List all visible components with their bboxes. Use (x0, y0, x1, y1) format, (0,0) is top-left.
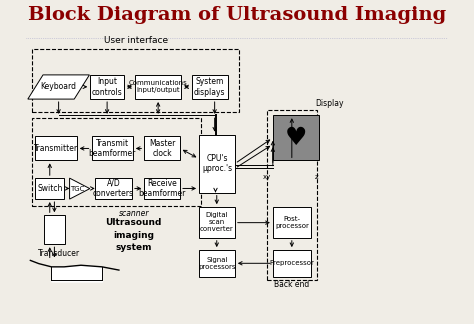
FancyBboxPatch shape (273, 250, 311, 276)
Text: Preprocessor: Preprocessor (269, 260, 314, 266)
FancyBboxPatch shape (192, 75, 228, 99)
Text: Back end: Back end (274, 280, 310, 289)
FancyBboxPatch shape (144, 136, 180, 160)
Text: Switch: Switch (37, 184, 63, 193)
Text: User interface: User interface (104, 36, 168, 45)
FancyBboxPatch shape (95, 178, 132, 199)
Text: Master
clock: Master clock (149, 139, 175, 158)
Text: Digital
scan
converter: Digital scan converter (200, 213, 234, 233)
FancyBboxPatch shape (36, 178, 64, 199)
Text: System
displays: System displays (194, 77, 226, 97)
FancyBboxPatch shape (36, 136, 77, 160)
FancyBboxPatch shape (199, 134, 235, 193)
Text: z: z (314, 174, 318, 179)
Text: A/D
converters: A/D converters (93, 179, 134, 198)
Text: Ultrasound
imaging
system: Ultrasound imaging system (106, 218, 162, 252)
Text: Block Diagram of Ultrasound Imaging: Block Diagram of Ultrasound Imaging (28, 6, 446, 24)
Text: Transmitter: Transmitter (34, 144, 78, 153)
FancyBboxPatch shape (273, 115, 319, 160)
Text: Input
controls: Input controls (92, 77, 122, 97)
Text: CPU's
μproc.'s: CPU's μproc.'s (202, 154, 232, 173)
Polygon shape (28, 75, 90, 99)
Text: TGC: TGC (70, 186, 84, 191)
FancyBboxPatch shape (144, 178, 180, 199)
Text: Receive
beamformer: Receive beamformer (138, 179, 186, 198)
FancyBboxPatch shape (91, 136, 133, 160)
Text: Signal
processors: Signal processors (198, 257, 236, 270)
FancyBboxPatch shape (44, 215, 65, 244)
FancyBboxPatch shape (199, 207, 235, 238)
Text: xy: xy (263, 174, 272, 179)
FancyBboxPatch shape (90, 75, 124, 99)
Text: Display: Display (315, 99, 344, 108)
Text: Communications
input/output: Communications input/output (129, 80, 188, 94)
Text: Post-
processor: Post- processor (275, 216, 309, 229)
FancyBboxPatch shape (273, 207, 311, 238)
Text: Keyboard: Keyboard (41, 83, 77, 91)
Text: Transmit
beamformer: Transmit beamformer (89, 139, 136, 158)
FancyBboxPatch shape (199, 250, 235, 276)
Text: scanner: scanner (118, 209, 149, 218)
Text: Transducer: Transducer (37, 249, 80, 259)
FancyBboxPatch shape (135, 75, 182, 99)
Polygon shape (70, 178, 90, 199)
Text: ♥: ♥ (285, 126, 307, 150)
